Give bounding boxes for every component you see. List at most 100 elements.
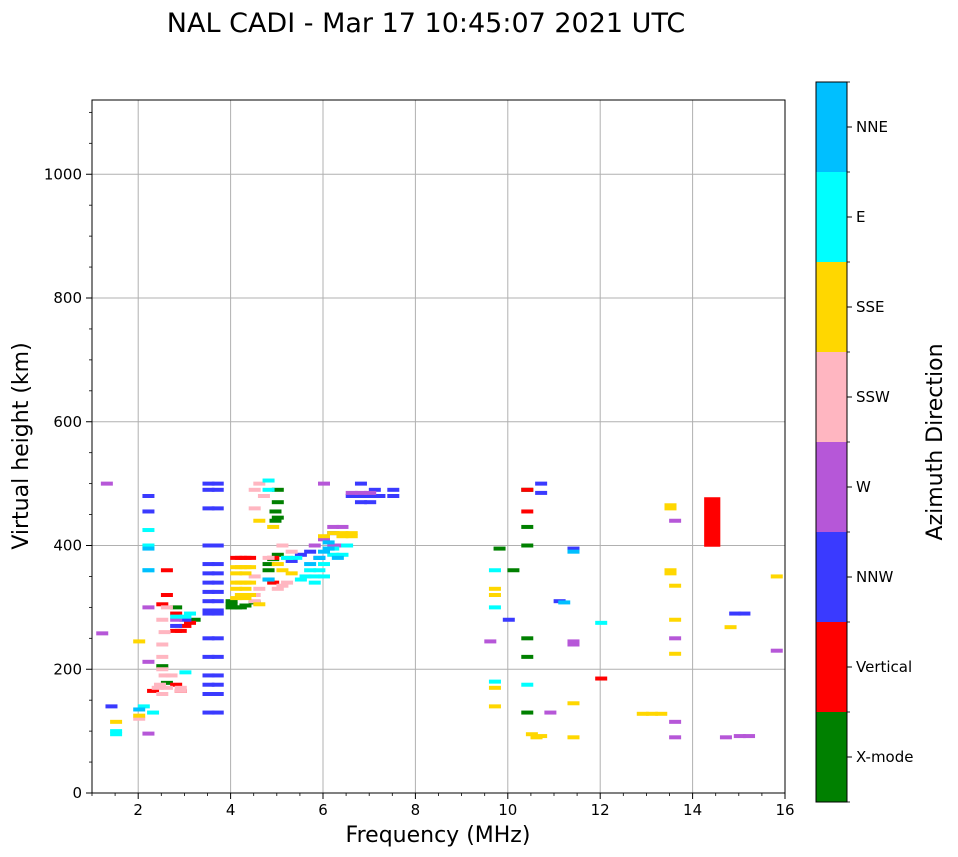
echo-point-nnw [502, 617, 515, 622]
echo-point-nnw [211, 481, 224, 486]
echo-point-nne [322, 546, 335, 551]
echo-point-nnw [202, 611, 215, 616]
echo-point-sse [724, 625, 737, 630]
echo-point-sse [636, 711, 649, 716]
colorbar-label-w: W [856, 478, 871, 496]
echo-point-e [304, 568, 317, 573]
echo-point-nnw [202, 682, 215, 687]
echo-point-nnw [211, 571, 224, 576]
echo-point-sse [271, 562, 284, 567]
echo-point-nnw [202, 636, 215, 641]
echo-point-e [294, 577, 307, 582]
echo-point-e [137, 704, 150, 709]
y-tick-label: 0 [72, 784, 82, 802]
echo-point-sse [336, 534, 349, 539]
echo-point-x-mode [156, 664, 169, 669]
echo-point-w [142, 659, 155, 664]
echo-point-x-mode [225, 602, 238, 607]
echo-point-x-mode [271, 515, 284, 520]
x-tick-label: 4 [226, 801, 236, 819]
echo-point-sse [230, 596, 243, 601]
echo-point-vertical [174, 628, 187, 633]
echo-point-vertical [244, 555, 257, 560]
echo-point-x-mode [262, 562, 275, 567]
echo-point-nnw [535, 490, 548, 495]
echo-point-ssw [248, 599, 261, 604]
echo-point-sse [230, 586, 243, 591]
echo-point-nnw [729, 611, 742, 616]
echo-point-sse [276, 568, 289, 573]
echo-point-nnw [211, 589, 224, 594]
echo-point-nnw [387, 487, 400, 492]
echo-point-w [142, 731, 155, 736]
echo-point-sse [244, 580, 257, 585]
echo-point-e [299, 574, 312, 579]
echo-point-e [327, 552, 340, 557]
colorbar: X-mode Vertical NNW W SSW SSE E NNE [815, 81, 913, 803]
echo-point-e [313, 568, 326, 573]
y-tick-label: 800 [53, 289, 82, 307]
echo-point-sse [488, 593, 501, 597]
echo-point-nne [567, 549, 580, 554]
echo-point-nne [133, 707, 146, 712]
echo-point-ssw [281, 580, 294, 585]
echo-point-ssw [153, 682, 166, 687]
echo-point-nnw [294, 552, 307, 557]
y-tick-label: 400 [53, 537, 82, 555]
echo-point-ssw [158, 630, 171, 635]
y-tick-label: 200 [53, 660, 82, 678]
echo-point-w [318, 481, 330, 486]
echo-point-sse [770, 574, 783, 579]
echo-point-w [669, 719, 682, 724]
echo-point-nnw [170, 623, 183, 628]
echo-point-nnw [202, 481, 215, 486]
echo-point-vertical [521, 487, 534, 492]
echo-point-sse [664, 568, 677, 573]
echo-point-e [179, 614, 192, 619]
echo-point-vertical [160, 568, 173, 573]
echo-point-ssw [248, 487, 261, 492]
echo-point-sse [234, 593, 247, 597]
grid [92, 100, 786, 794]
colorbar-label-nnw: NNW [856, 568, 893, 586]
echo-point-nnw [142, 494, 155, 498]
colorbar-segment-x-mode [816, 712, 847, 802]
echo-point-ssw [276, 543, 289, 548]
echo-point-x-mode [262, 568, 275, 573]
colorbar-label: Azimuth Direction [923, 343, 948, 540]
echo-point-sse [525, 732, 538, 737]
echo-point-nnw [211, 543, 224, 548]
x-tick-label: 12 [591, 801, 610, 819]
echo-point-w [544, 710, 557, 715]
echo-point-x-mode [225, 599, 238, 604]
echo-point-vertical [170, 682, 183, 687]
echo-point-ssw [253, 481, 266, 486]
colorbar-label-ssw: SSW [856, 388, 890, 406]
echo-point-w [354, 490, 367, 495]
echo-point-w [318, 537, 330, 542]
echo-point-nnw [202, 692, 215, 696]
echo-point-nne [304, 562, 317, 567]
echo-point-sse [669, 583, 682, 588]
echo-point-vertical [179, 623, 192, 628]
echo-point-ssw [248, 574, 261, 579]
echo-point-ssw [156, 617, 169, 622]
echo-point-nnw [211, 599, 224, 604]
echo-point-ssw [151, 685, 164, 690]
colorbar-label-e: E [856, 208, 865, 226]
echo-point-sse [244, 593, 257, 597]
echo-point-e [179, 670, 192, 675]
echo-point-ssw [257, 494, 270, 498]
echo-point-nnw [304, 549, 317, 554]
echo-point-w [170, 617, 183, 622]
echo-point-nnw [202, 608, 215, 613]
echo-point-e [488, 568, 501, 573]
echo-point-nnw [202, 710, 215, 715]
echo-point-nnw [373, 494, 386, 498]
echo-point-sse [244, 565, 257, 570]
echo-point-nnw [211, 506, 224, 511]
echo-point-nnw [202, 506, 215, 511]
echo-point-vertical [184, 620, 197, 625]
echo-point-sse [345, 534, 358, 539]
